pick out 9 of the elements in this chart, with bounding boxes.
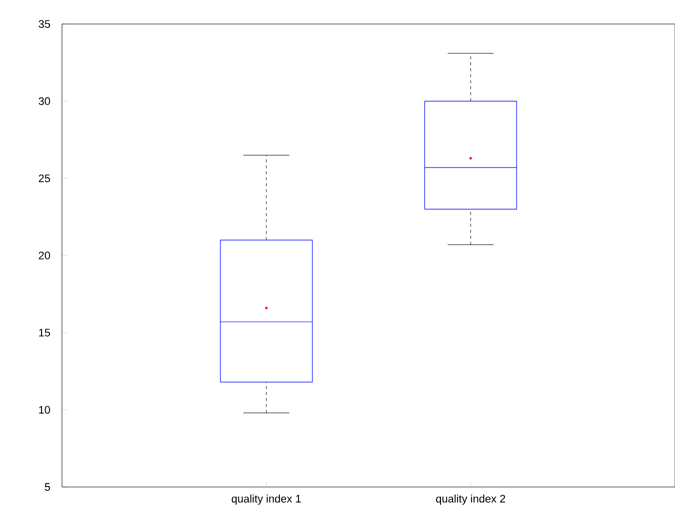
y-tick-label: 30 (38, 97, 50, 106)
x-tick-label: quality index 2 (436, 494, 506, 505)
y-tick-label: 15 (39, 328, 50, 336)
y-tick-label: 25 (38, 174, 50, 182)
y-tick-label: 10 (39, 406, 50, 414)
x-tick-label: quality index 1 (232, 494, 301, 505)
y-tick-label: 5 (44, 483, 50, 491)
y-tick-label: 35 (38, 20, 50, 28)
y-tick-label: 20 (38, 252, 50, 260)
